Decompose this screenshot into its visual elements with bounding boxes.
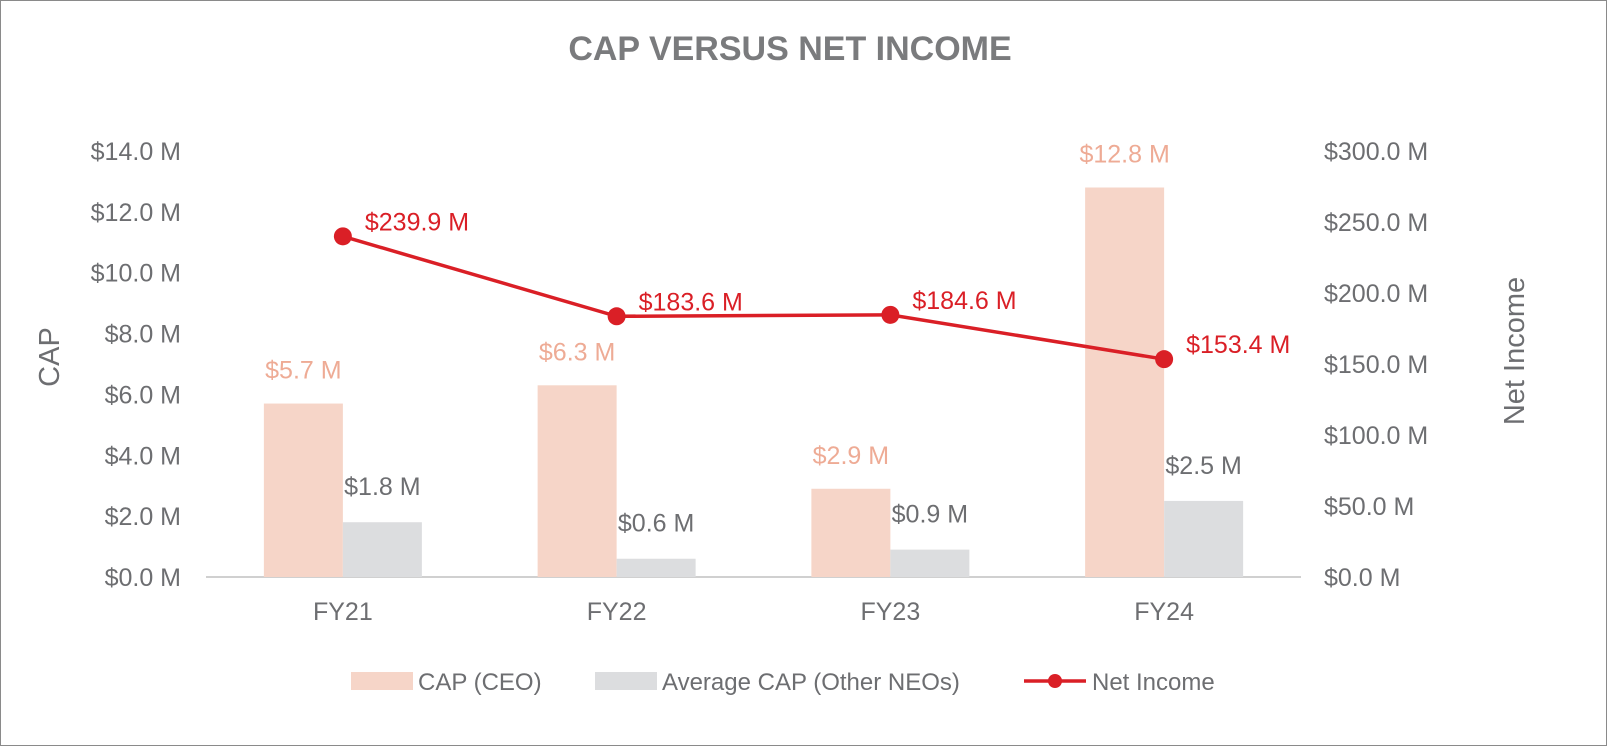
- y2-tick-label: $250.0 M: [1324, 209, 1428, 237]
- bar-label-cap-ceo: $5.7 M: [265, 357, 341, 385]
- chart-title: CAP VERSUS NET INCOME: [568, 30, 1011, 68]
- net-income-label: $239.9 M: [365, 208, 469, 236]
- net-income-label: $153.4 M: [1186, 331, 1290, 359]
- y-tick-label: $12.0 M: [91, 199, 181, 227]
- y2-tick-label: $50.0 M: [1324, 493, 1414, 521]
- net-income-point[interactable]: [333, 227, 352, 246]
- legend-swatch-avg-cap-neo: [595, 672, 657, 690]
- bar-label-cap-ceo: $6.3 M: [539, 338, 615, 366]
- bar-avg-cap-neo[interactable]: [890, 549, 970, 577]
- y2-axis-title: Net Income: [1499, 277, 1531, 425]
- y-tick-label: $4.0 M: [105, 442, 181, 470]
- y2-tick-label: $100.0 M: [1324, 422, 1428, 450]
- y-tick-label: $10.0 M: [91, 260, 181, 288]
- bar-label-avg-cap-neo: $1.8 M: [344, 473, 420, 501]
- bar-avg-cap-neo[interactable]: [1164, 500, 1244, 577]
- y-axis-title: CAP: [34, 327, 66, 387]
- net-income-label: $184.6 M: [912, 287, 1016, 315]
- bar-label-avg-cap-neo: $2.5 M: [1165, 452, 1241, 480]
- net-income-point[interactable]: [881, 305, 900, 324]
- legend-label-net-income: Net Income: [1092, 669, 1215, 696]
- x-tick-label: FY21: [313, 598, 373, 626]
- y-tick-label: $8.0 M: [105, 321, 181, 349]
- bar-cap-ceo[interactable]: [263, 403, 343, 577]
- x-tick-label: FY22: [587, 598, 647, 626]
- bar-cap-ceo[interactable]: [537, 385, 617, 577]
- bar-avg-cap-neo[interactable]: [616, 558, 696, 577]
- y2-tick-label: $0.0 M: [1324, 564, 1400, 592]
- bar-label-avg-cap-neo: $0.6 M: [618, 510, 694, 538]
- y-tick-label: $2.0 M: [105, 503, 181, 531]
- legend-label-avg-cap-neo: Average CAP (Other NEOs): [662, 669, 960, 696]
- net-income-point[interactable]: [1155, 350, 1174, 369]
- bar-cap-ceo[interactable]: [1085, 187, 1165, 577]
- net-income-label: $183.6 M: [639, 288, 743, 316]
- bar-cap-ceo[interactable]: [811, 488, 891, 577]
- y-tick-label: $6.0 M: [105, 381, 181, 409]
- bar-label-cap-ceo: $12.8 M: [1079, 141, 1169, 169]
- bar-label-cap-ceo: $2.9 M: [813, 442, 889, 470]
- y2-tick-label: $200.0 M: [1324, 280, 1428, 308]
- legend-label-cap-ceo: CAP (CEO): [418, 669, 542, 696]
- x-tick-label: FY23: [860, 598, 920, 626]
- net-income-line: [342, 234, 1165, 361]
- x-tick-label: FY24: [1134, 598, 1194, 626]
- net-income-point[interactable]: [607, 307, 626, 326]
- legend-swatch-cap-ceo: [351, 672, 413, 690]
- legend-marker-net-income: [1048, 674, 1062, 688]
- bar-label-avg-cap-neo: $0.9 M: [892, 501, 968, 529]
- y-tick-label: $14.0 M: [91, 138, 181, 166]
- bar-avg-cap-neo[interactable]: [342, 522, 422, 577]
- y2-tick-label: $150.0 M: [1324, 351, 1428, 379]
- y-tick-label: $0.0 M: [105, 564, 181, 592]
- y2-tick-label: $300.0 M: [1324, 138, 1428, 166]
